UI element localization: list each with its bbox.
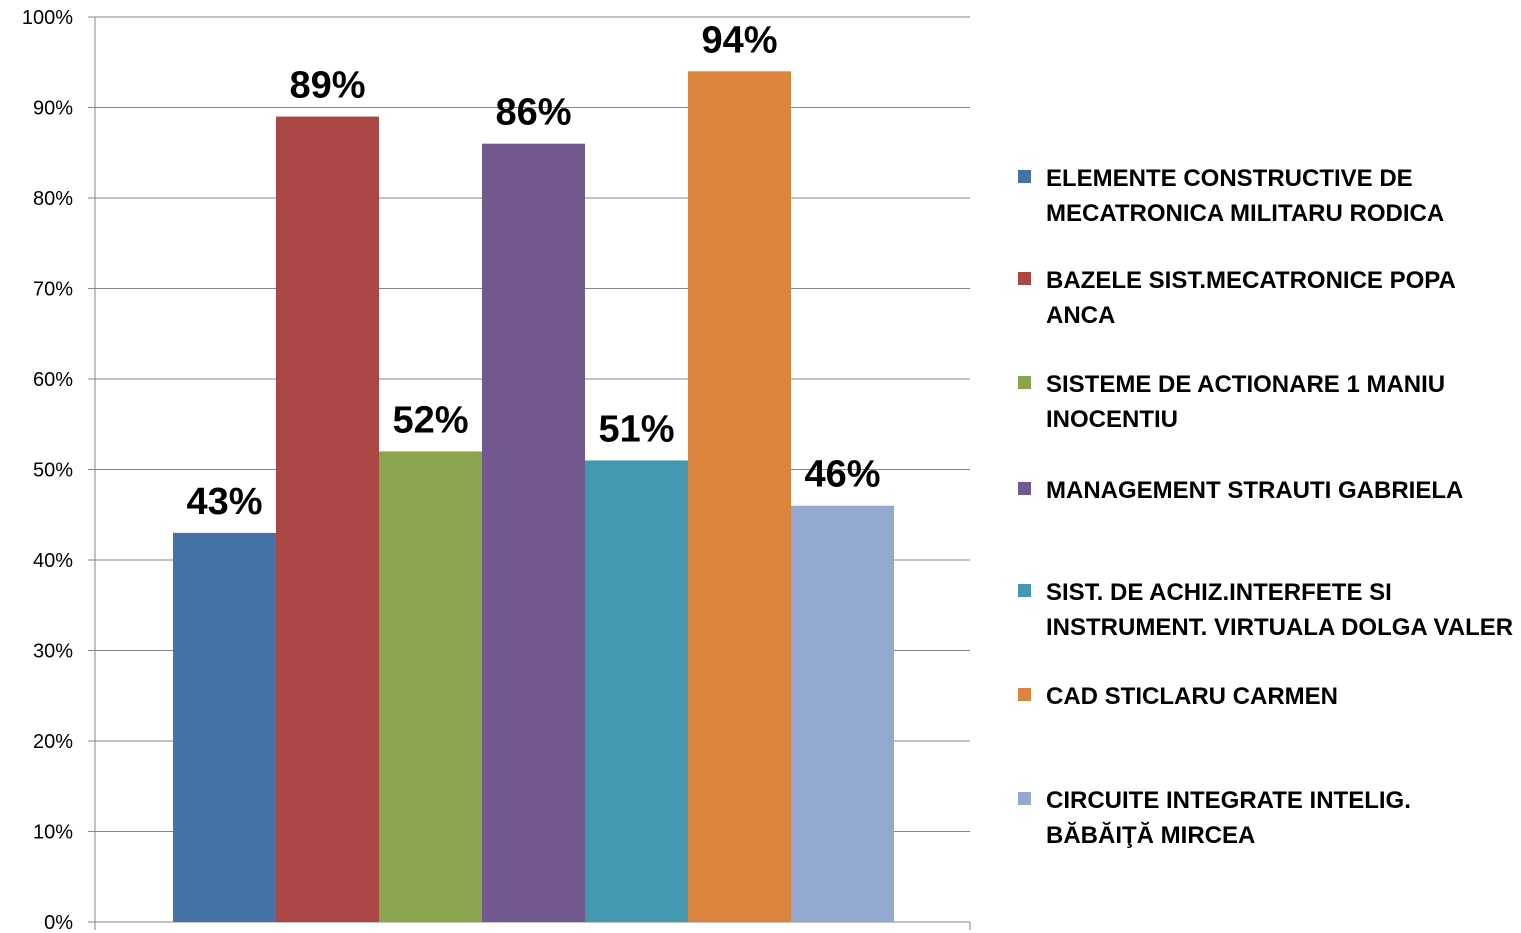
legend-label: CAD STICLARU CARMEN	[1046, 683, 1338, 710]
legend-label: ELEMENTE CONSTRUCTIVE DE MECATRONICA MIL…	[1046, 165, 1445, 227]
legend-label: SIST. DE ACHIZ.INTERFETE SI INSTRUMENT. …	[1046, 579, 1514, 641]
chart-plot: 0% 10% 20% 30% 40% 50% 60% 70% 80% 90% 100% 43% 89% 5…	[22, 7, 971, 933]
legend-item: CIRCUITE INTEGRATE INTELIG. BĂBĂIŢĂ MIRC…	[1018, 783, 1518, 853]
data-label: 94%	[701, 19, 777, 61]
y-tick-label: 10%	[33, 822, 73, 844]
bar	[791, 505, 894, 922]
legend-item: BAZELE SIST.MECATRONICE POPA ANCA	[1018, 263, 1518, 333]
y-tick-label: 50%	[33, 460, 73, 482]
legend-item: ELEMENTE CONSTRUCTIVE DE MECATRONICA MIL…	[1018, 161, 1518, 231]
y-tick-label: 0%	[44, 912, 73, 933]
legend-item: MANAGEMENT STRAUTI GABRIELA	[1018, 473, 1518, 508]
legend-swatch	[1018, 584, 1031, 597]
bar	[482, 143, 585, 922]
data-label: 52%	[392, 399, 468, 441]
legend-swatch	[1018, 482, 1031, 495]
y-tick-label: 80%	[33, 188, 73, 210]
legend-swatch	[1018, 170, 1031, 183]
legend-swatch	[1018, 376, 1031, 389]
legend-label: CIRCUITE INTEGRATE INTELIG. BĂBĂIŢĂ MIRC…	[1046, 787, 1411, 849]
y-tick-label: 70%	[33, 279, 73, 301]
bar	[688, 71, 791, 923]
legend-item: CAD STICLARU CARMEN	[1018, 679, 1518, 714]
legend-label: MANAGEMENT STRAUTI GABRIELA	[1046, 477, 1464, 504]
data-label: 86%	[495, 92, 571, 134]
y-tick-label: 20%	[33, 731, 73, 753]
data-label: 51%	[598, 408, 674, 450]
data-label: 46%	[804, 454, 880, 496]
legend-item: SIST. DE ACHIZ.INTERFETE SI INSTRUMENT. …	[1018, 575, 1518, 645]
y-tick-label: 40%	[33, 550, 73, 572]
data-label: 89%	[289, 65, 365, 107]
y-tick-label: 100%	[22, 7, 73, 29]
legend-label: SISTEME DE ACTIONARE 1 MANIU INOCENTIU	[1046, 371, 1446, 433]
y-tick-label: 90%	[33, 98, 73, 120]
chart-legend: ELEMENTE CONSTRUCTIVE DE MECATRONICA MIL…	[1018, 0, 1518, 933]
legend-label: BAZELE SIST.MECATRONICE POPA ANCA	[1046, 267, 1455, 329]
bar	[276, 116, 379, 923]
y-tick-label: 60%	[33, 369, 73, 391]
bar	[379, 451, 482, 922]
legend-swatch	[1018, 792, 1031, 805]
bar	[585, 460, 688, 922]
legend-item: SISTEME DE ACTIONARE 1 MANIU INOCENTIU	[1018, 367, 1518, 437]
data-label: 43%	[186, 481, 262, 523]
legend-swatch	[1018, 688, 1031, 701]
y-tick-label: 30%	[33, 641, 73, 663]
bar	[173, 532, 276, 922]
legend-swatch	[1018, 272, 1031, 285]
